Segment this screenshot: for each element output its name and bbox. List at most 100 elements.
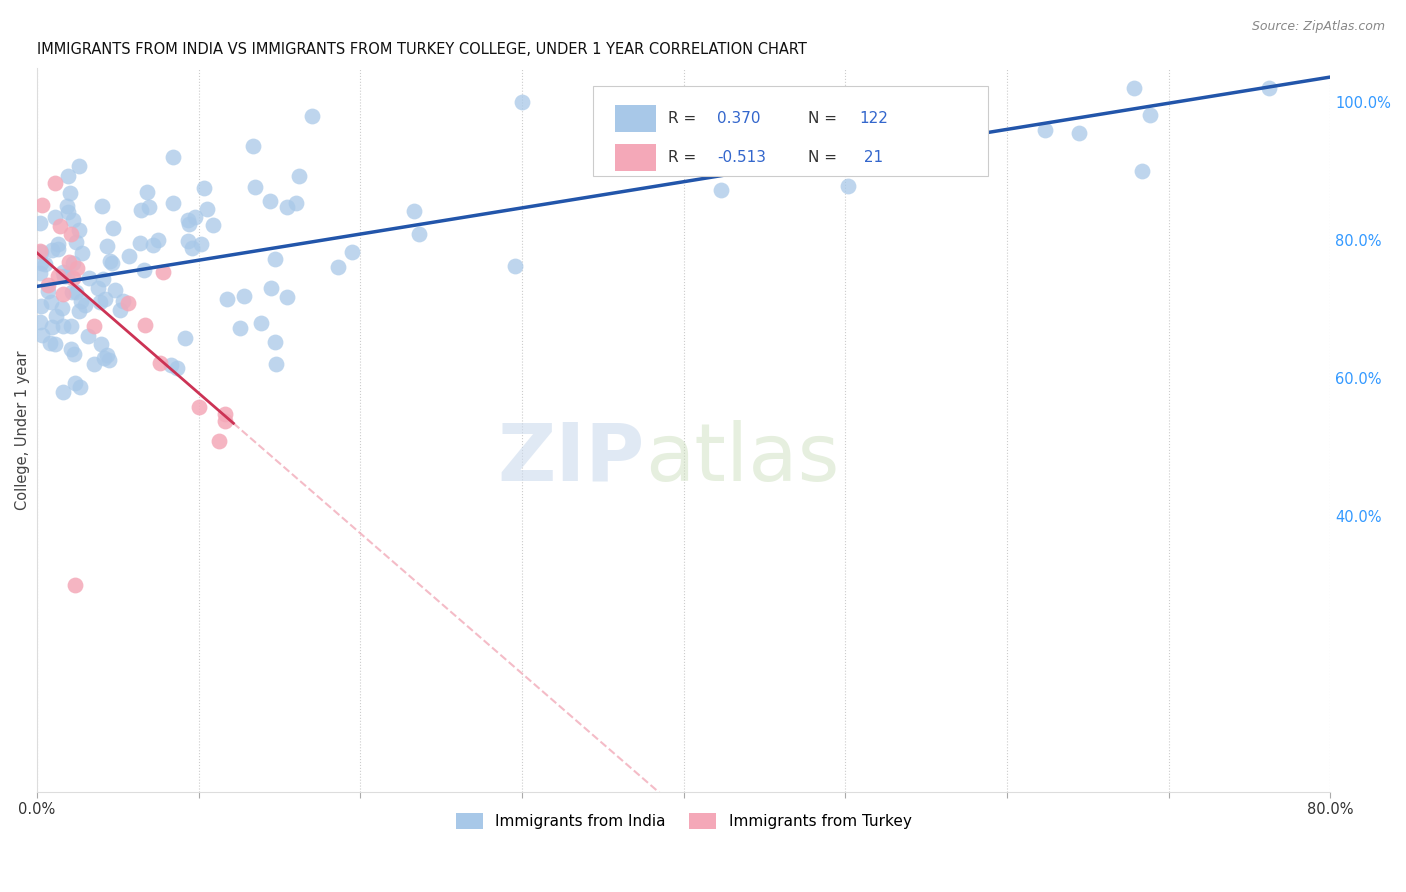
- Point: [898, 161, 921, 175]
- Point: [93, 351, 115, 366]
- Point: [86, 281, 108, 295]
- Point: [214, 414, 236, 428]
- Point: [129, 202, 152, 217]
- Point: [872, 137, 894, 152]
- Text: R =: R =: [668, 150, 702, 165]
- Point: [67, 223, 90, 237]
- Point: [960, 137, 983, 152]
- Point: [90, 199, 112, 213]
- Point: [276, 200, 298, 214]
- Point: [83, 357, 105, 371]
- Point: [184, 211, 207, 225]
- Point: [70, 246, 93, 260]
- Point: [215, 292, 238, 306]
- Point: [73, 298, 96, 312]
- Point: [1139, 108, 1161, 122]
- Point: [208, 434, 231, 449]
- Point: [162, 196, 184, 211]
- Point: [266, 357, 288, 371]
- Point: [201, 219, 224, 233]
- Point: [101, 255, 124, 269]
- Point: [342, 245, 364, 260]
- Point: [510, 95, 533, 109]
- Point: [264, 252, 287, 266]
- Text: IMMIGRANTS FROM INDIA VS IMMIGRANTS FROM TURKEY COLLEGE, UNDER 1 YEAR CORRELATIO: IMMIGRANTS FROM INDIA VS IMMIGRANTS FROM…: [37, 42, 807, 57]
- Point: [177, 217, 200, 231]
- Point: [195, 202, 218, 216]
- Point: [30, 217, 52, 231]
- Point: [52, 265, 75, 279]
- Point: [39, 335, 62, 350]
- Point: [30, 266, 52, 280]
- Point: [91, 271, 114, 285]
- Point: [60, 342, 83, 356]
- Point: [228, 321, 250, 335]
- Point: [136, 186, 159, 200]
- Point: [190, 236, 212, 251]
- Legend: Immigrants from India, Immigrants from Turkey: Immigrants from India, Immigrants from T…: [450, 807, 918, 835]
- Point: [326, 260, 349, 274]
- Point: [162, 150, 184, 164]
- Point: [56, 199, 79, 213]
- Point: [96, 239, 118, 253]
- Point: [98, 253, 121, 268]
- Point: [142, 238, 165, 252]
- Point: [37, 278, 59, 293]
- Point: [97, 353, 120, 368]
- Point: [46, 237, 69, 252]
- FancyBboxPatch shape: [614, 144, 657, 171]
- Point: [717, 116, 740, 130]
- Point: [1258, 81, 1281, 95]
- Point: [58, 169, 80, 183]
- Text: -0.513: -0.513: [717, 150, 766, 165]
- Point: [30, 315, 52, 329]
- Point: [69, 294, 91, 309]
- Point: [31, 198, 53, 212]
- Point: [118, 249, 141, 263]
- Point: [59, 227, 82, 242]
- Point: [242, 139, 264, 153]
- Point: [44, 177, 66, 191]
- Point: [62, 271, 84, 285]
- Point: [134, 318, 156, 333]
- Text: 122: 122: [859, 111, 889, 126]
- Point: [644, 129, 666, 144]
- Point: [177, 213, 200, 227]
- Point: [276, 290, 298, 304]
- Point: [62, 212, 84, 227]
- Point: [181, 241, 204, 255]
- Point: [65, 235, 87, 249]
- Point: [31, 328, 53, 343]
- Text: ZIP: ZIP: [498, 420, 645, 498]
- Point: [67, 159, 90, 173]
- Point: [37, 284, 59, 298]
- Point: [69, 379, 91, 393]
- Point: [44, 337, 66, 351]
- Text: atlas: atlas: [645, 420, 839, 498]
- Point: [45, 310, 67, 324]
- Point: [59, 318, 82, 333]
- FancyBboxPatch shape: [593, 86, 987, 177]
- Point: [1122, 81, 1144, 95]
- Point: [30, 245, 52, 260]
- Point: [51, 301, 73, 315]
- Point: [214, 407, 236, 421]
- Point: [1033, 123, 1056, 137]
- Point: [755, 130, 778, 145]
- Point: [259, 194, 281, 209]
- Point: [1067, 127, 1090, 141]
- Point: [408, 227, 430, 241]
- Point: [177, 234, 200, 248]
- Y-axis label: College, Under 1 year: College, Under 1 year: [15, 350, 30, 509]
- Text: N =: N =: [808, 150, 842, 165]
- Point: [152, 265, 174, 279]
- Point: [30, 244, 52, 258]
- Point: [30, 256, 52, 270]
- Point: [301, 110, 323, 124]
- Point: [76, 329, 98, 343]
- Point: [66, 261, 89, 276]
- FancyBboxPatch shape: [614, 104, 657, 132]
- Point: [63, 578, 86, 592]
- Point: [250, 316, 273, 330]
- Point: [129, 236, 152, 251]
